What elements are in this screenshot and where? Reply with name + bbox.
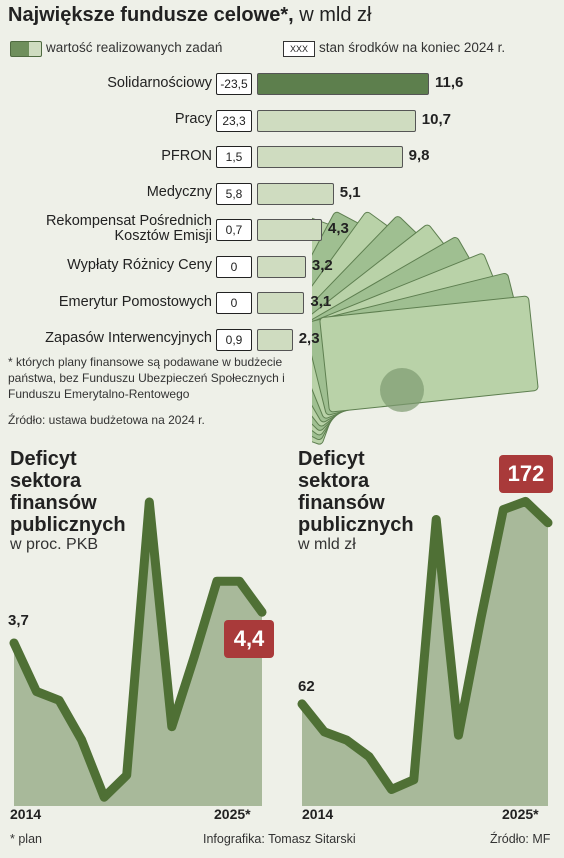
deficit-point: [433, 516, 440, 523]
fund-bar: [257, 219, 323, 241]
fund-value-label: 4,3: [328, 220, 349, 237]
fund-name-label: Rekompensat Pośrednich Kosztów Emisji: [45, 213, 212, 244]
deficit-gdp-unit: w proc. PKB: [10, 536, 99, 553]
deficit-point: [236, 578, 243, 585]
deficit-point: [388, 786, 395, 793]
deficit-pln-end-year: 2025*: [502, 806, 539, 822]
deficit-point: [522, 498, 529, 505]
fund-balance-box: 1,5: [216, 146, 252, 168]
fund-name-label: Emerytur Pomostowych: [58, 293, 212, 310]
deficit-line: [297, 496, 553, 794]
fund-bar: [257, 328, 293, 351]
deficit-point: [299, 700, 305, 707]
fund-value-label: 9,8: [408, 147, 430, 164]
fund-bar: [257, 109, 416, 132]
deficit-pln-chart: [297, 496, 553, 806]
fund-balance-box: 23,3: [216, 109, 252, 132]
deficit-point: [410, 776, 417, 783]
deficit-point: [500, 506, 507, 513]
deficit-point: [213, 578, 220, 585]
banknotes-illustration: [312, 211, 539, 445]
fund-value-label: 2,3: [298, 329, 320, 347]
fund-bar: [257, 292, 305, 314]
deficit-point: [259, 609, 265, 616]
deficit-point: [455, 732, 462, 739]
deficit-gdp-first-label: 3,7: [8, 612, 29, 629]
credit: Infografika: Tomasz Sitarski: [203, 832, 356, 846]
legend-bar-swatch: [10, 41, 42, 57]
deficit-point: [78, 736, 85, 743]
deficit-charts: [9, 496, 553, 806]
source-budget: Źródło: ustawa budżetowa na 2024 r.: [8, 413, 205, 427]
fund-bar: [257, 182, 334, 205]
deficit-point: [545, 519, 551, 526]
banknote-portrait: [380, 368, 424, 412]
footnote-line: państwa, bez Funduszu Ubezpieczeń Społec…: [8, 371, 285, 385]
deficit-pln-title: Deficyt sektora finansów publicznych: [298, 448, 414, 536]
fund-name-label: Medyczny: [146, 184, 212, 200]
source-mf: Źródło: MF: [490, 832, 551, 846]
deficit-point: [146, 499, 153, 506]
fund-balance-box: -23,5: [216, 73, 252, 95]
fund-name-label: Solidarnościowy: [107, 74, 212, 91]
deficit-gdp-last-badge: 4,4: [224, 620, 274, 658]
deficit-point: [477, 615, 484, 622]
fund-bar: [257, 146, 403, 168]
deficit-pln-unit: w mld zł: [298, 536, 356, 553]
deficit-point: [56, 697, 63, 704]
banknote-shape: [319, 295, 539, 413]
deficit-point: [168, 723, 175, 730]
fund-name-label: Zapasów Interwencyjnych: [45, 330, 212, 346]
fund-balance-box: 0: [216, 255, 252, 278]
deficit-gdp-title: Deficyt sektora finansów publicznych: [10, 448, 126, 536]
deficit-pln-first-label: 62: [298, 678, 315, 695]
fund-balance-box: 0,9: [216, 328, 252, 351]
fund-value-label: 3,2: [311, 256, 333, 274]
deficit-point: [191, 653, 198, 660]
deficit-point: [33, 688, 40, 695]
legend-box-swatch: XXX: [283, 41, 315, 57]
title-unit: w mld zł: [293, 4, 372, 26]
deficit-point: [101, 794, 108, 801]
deficit-pln-last-badge: 172: [499, 455, 553, 493]
legend-bar-label: wartość realizowanych zadań: [46, 40, 223, 55]
fund-balance-box: 0,7: [216, 219, 252, 241]
deficit-gdp-end-year: 2025*: [214, 806, 251, 822]
deficit-point: [366, 753, 373, 760]
fund-balance-box: 0: [216, 292, 252, 314]
fund-value-label: 3,1: [310, 293, 332, 310]
fund-value-label: 5,1: [339, 183, 361, 201]
fund-balance-box: 5,8: [216, 182, 252, 205]
fund-bar: [257, 73, 429, 95]
fund-name-label: Wypłaty Różnicy Ceny: [67, 257, 212, 273]
legend-box-label: stan środków na koniec 2024 r.: [319, 40, 506, 55]
deficit-gdp-chart: [9, 497, 267, 806]
fund-value-label: 11,6: [435, 74, 464, 91]
fund-value-label: 10,7: [421, 110, 451, 128]
infographic-title: Największe fundusze celowe*, w mld zł: [8, 4, 371, 27]
footnote-line: * których plany finansowe są podawane w …: [8, 355, 283, 369]
fund-bar: [257, 255, 306, 278]
fund-name-label: PFRON: [161, 147, 212, 164]
plan-note: * plan: [10, 832, 42, 846]
title-bold: Największe fundusze celowe*,: [8, 4, 294, 26]
deficit-line: [9, 497, 267, 802]
footnote-line: Funduszu Emerytalno-Rentowego: [8, 387, 190, 401]
deficit-pln-start-year: 2014: [302, 806, 334, 822]
deficit-gdp-start-year: 2014: [10, 806, 42, 822]
deficit-point: [343, 737, 350, 744]
deficit-point: [123, 772, 130, 779]
deficit-gdp-header: Deficyt sektora finansów publicznych w p…: [10, 448, 126, 554]
footnote: * których plany finansowe są podawane w …: [8, 354, 285, 402]
fund-name-label: Pracy: [174, 111, 212, 127]
deficit-point: [321, 728, 328, 735]
deficit-point: [11, 640, 17, 646]
deficit-pln-header: Deficyt sektora finansów publicznych w m…: [298, 448, 414, 554]
